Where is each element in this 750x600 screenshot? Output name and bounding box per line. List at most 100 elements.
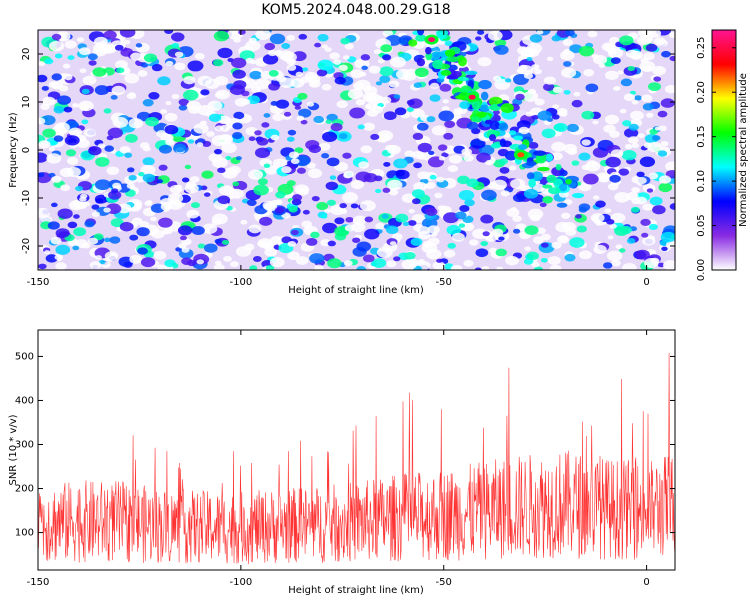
spectral-blob: [664, 84, 675, 94]
spectral-blob: [443, 249, 456, 258]
spectral-blob: [38, 172, 45, 178]
spectral-blob: [53, 135, 64, 142]
spectral-blob: [262, 200, 276, 210]
spectral-blob: [619, 35, 634, 46]
spectral-blob: [388, 189, 399, 196]
spectral-blob: [306, 238, 318, 246]
streak-blob: [478, 79, 492, 90]
spectral-blob: [79, 68, 87, 74]
spectral-blob: [498, 236, 505, 241]
spectral-blob: [488, 247, 498, 254]
spectral-blob: [540, 257, 548, 263]
spectral-blob: [38, 263, 47, 270]
spectral-blob: [45, 254, 58, 263]
spectral-blob: [431, 125, 447, 136]
spectral-blob: [499, 166, 510, 174]
spectral-blob: [165, 101, 172, 106]
streak-blob: [542, 184, 553, 189]
streak-blob: [542, 196, 553, 204]
spectral-blob: [208, 113, 222, 122]
streak-blob: [525, 160, 537, 167]
spectral-blob: [44, 250, 51, 255]
spectral-blob: [533, 266, 544, 270]
streak-blob: [440, 70, 452, 76]
spectral-blob: [368, 65, 381, 74]
spectral-blob: [412, 132, 424, 141]
spectral-blob: [314, 264, 324, 270]
spectral-blob: [512, 215, 522, 222]
spectral-blob: [97, 143, 106, 149]
spectral-blob: [595, 200, 606, 208]
spectral-blob: [628, 123, 639, 131]
spectral-blob: [394, 107, 407, 116]
spectral-blob: [267, 49, 277, 57]
spectral-blob: [51, 175, 62, 183]
spectral-blob: [636, 171, 645, 178]
spectral-blob: [531, 261, 540, 268]
spectral-blob: [103, 45, 117, 54]
spectral-blob: [631, 99, 639, 105]
spectral-blob: [55, 262, 67, 270]
y-tick-label: 300: [15, 439, 34, 450]
spectral-blob: [64, 40, 77, 49]
y-tick-label: 100: [15, 528, 34, 539]
spectral-blob: [436, 176, 445, 183]
spectral-blob: [438, 110, 455, 122]
spectral-blob: [432, 261, 446, 270]
spectral-blob: [362, 92, 377, 103]
spectral-blob: [349, 107, 366, 119]
spectral-blob: [131, 217, 143, 225]
spectral-blob: [104, 145, 114, 152]
spectral-blob: [103, 207, 111, 213]
spectral-blob: [513, 228, 521, 234]
spectral-blob: [564, 199, 573, 205]
spectral-blob: [385, 225, 399, 234]
streak-blob: [425, 46, 432, 55]
spectral-blob: [643, 142, 653, 149]
x-tick-label: -50: [436, 277, 452, 288]
x-tick-label: -100: [230, 277, 253, 288]
spectral-blob: [352, 237, 361, 243]
spectral-blob: [55, 228, 70, 238]
spectral-blob: [201, 170, 214, 179]
spectral-blob: [254, 78, 271, 90]
spectral-blob: [160, 203, 172, 211]
spectral-blob: [67, 55, 75, 60]
spectral-blob: [364, 228, 380, 240]
spectral-blob: [194, 52, 205, 60]
streak-blob: [457, 56, 467, 67]
spectral-blob: [492, 75, 502, 82]
spectral-blob: [218, 135, 226, 141]
spectral-blob: [436, 258, 443, 263]
spectral-blob: [451, 232, 465, 242]
spectral-blob: [605, 156, 621, 168]
spectral-blob: [388, 80, 400, 88]
spectral-blob: [321, 44, 328, 49]
spectral-blob: [461, 148, 472, 156]
spectral-blob: [38, 140, 51, 149]
spectral-blob: [297, 187, 309, 196]
streak-blob: [476, 111, 487, 118]
spectral-blob: [264, 42, 276, 51]
spectral-blob: [639, 156, 656, 168]
spectral-blob: [396, 68, 412, 80]
spectral-blob: [466, 121, 479, 130]
spectral-blob: [150, 216, 157, 222]
y-tick-label: 20: [21, 48, 32, 61]
colorbar-label: Normalized spectral amplitude: [738, 73, 749, 227]
spectral-blob: [51, 33, 62, 41]
spectral-blob: [78, 100, 94, 112]
spectral-blob: [642, 65, 653, 73]
y-tick-label: 200: [15, 484, 34, 495]
spectral-blob: [248, 169, 264, 180]
spectral-blob: [657, 262, 665, 268]
spectral-blob: [68, 200, 84, 211]
spectral-blob: [370, 133, 380, 140]
spectral-blob: [417, 171, 430, 180]
spectral-blob: [360, 54, 371, 61]
spectral-blob: [487, 30, 503, 41]
spectral-blob: [51, 73, 63, 81]
spectral-blob: [240, 219, 248, 225]
spectral-blob: [661, 246, 668, 251]
spectral-blob: [140, 164, 156, 176]
